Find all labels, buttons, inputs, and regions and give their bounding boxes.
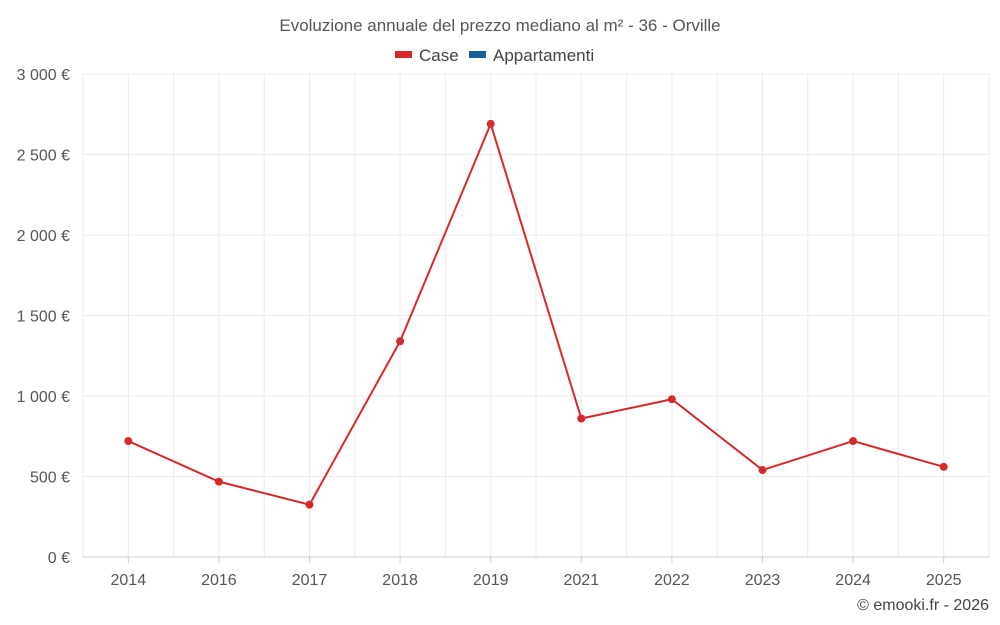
- legend-swatch-case: [395, 51, 412, 58]
- legend-item-case[interactable]: Case: [395, 46, 459, 65]
- data-point[interactable]: [667, 395, 676, 404]
- data-point[interactable]: [577, 414, 586, 423]
- y-tick-label: 1 500 €: [17, 309, 70, 326]
- gridlines: [82, 73, 990, 557]
- data-point[interactable]: [305, 500, 314, 509]
- x-tick-label: 2024: [835, 572, 871, 589]
- y-tick-label: 2 000 €: [17, 228, 70, 245]
- y-tick-label: 500 €: [30, 470, 70, 487]
- x-tick-label: 2022: [654, 572, 690, 589]
- legend: Case Appartamenti: [395, 46, 594, 65]
- x-tick-label: 2021: [564, 572, 600, 589]
- legend-label-case: Case: [419, 46, 459, 65]
- data-point[interactable]: [396, 337, 405, 346]
- legend-swatch-appartamenti: [469, 51, 486, 58]
- y-tick-label: 1 000 €: [17, 389, 70, 406]
- series-case: [124, 119, 948, 509]
- y-tick-label: 3 000 €: [17, 67, 70, 84]
- data-point[interactable]: [849, 437, 858, 446]
- data-point[interactable]: [939, 462, 948, 471]
- credit-text: © emooki.fr - 2026: [857, 597, 989, 614]
- y-tick-labels: 0 € 500 € 1 000 € 1 500 € 2 000 € 2 500 € 3 00…: [17, 67, 70, 567]
- x-tick-label: 2014: [111, 572, 147, 589]
- y-tick-label: 0 €: [48, 550, 70, 567]
- legend-item-appartamenti[interactable]: Appartamenti: [469, 46, 594, 65]
- series-line: [127, 120, 944, 506]
- x-tick-label: 2018: [382, 572, 418, 589]
- data-point[interactable]: [124, 437, 133, 446]
- data-point[interactable]: [758, 466, 767, 475]
- x-tick-label: 2019: [473, 572, 509, 589]
- data-point[interactable]: [214, 477, 223, 486]
- y-tick-label: 2 500 €: [17, 148, 70, 165]
- x-tick-label: 2025: [926, 572, 962, 589]
- legend-label-appartamenti: Appartamenti: [493, 46, 594, 65]
- axes: [83, 556, 989, 563]
- chart-title: Evoluzione annuale del prezzo mediano al…: [279, 16, 720, 35]
- x-tick-label: 2016: [201, 572, 237, 589]
- x-tick-labels: 2014 2016 2017 2018 2019 2021 2022 2023 2024 2025: [111, 572, 962, 589]
- x-tick-label: 2023: [745, 572, 781, 589]
- x-tick-label: 2017: [292, 572, 328, 589]
- data-point[interactable]: [486, 119, 495, 128]
